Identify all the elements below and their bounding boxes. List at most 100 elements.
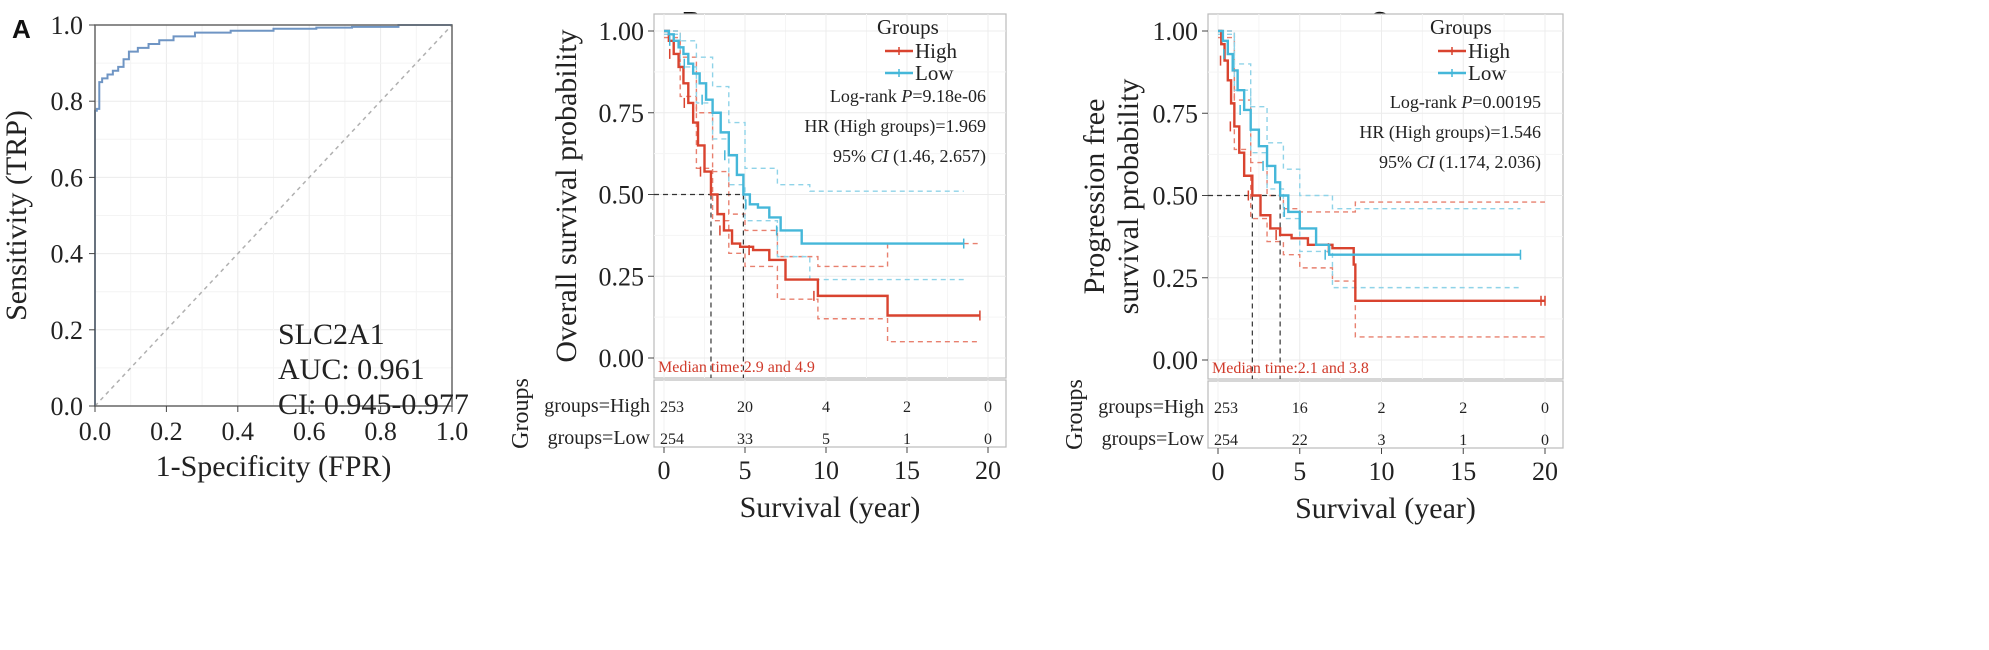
risk-row-label: groups=Low [548, 427, 651, 449]
y-tick-label: 0.4 [51, 240, 84, 269]
y-tick-label: 0.75 [1153, 99, 1199, 128]
y-axis-title: Progression free [1078, 99, 1111, 295]
x-tick-label: 0.0 [79, 417, 112, 446]
x-tick-label: 0.4 [222, 417, 255, 446]
y-axis-title: survival probability [1112, 79, 1145, 315]
risk-count: 1 [903, 431, 911, 448]
x-tick-label: 1.0 [436, 417, 469, 446]
confidence-band-high-ci-lower [664, 36, 980, 343]
median-time-label: Median time:2.1 and 3.8 [1212, 360, 1369, 377]
roc-panel: 0.0 0.2 0.4 0.6 0.8 1.0 0.0 0.2 0.4 0.6 0.8 1.0 1-Sp… [0, 11, 469, 483]
stats-line: Log-rank P=0.00195 [1390, 92, 1541, 112]
y-tick-label: 0.00 [1153, 346, 1199, 375]
risk-row-label: groups=High [1098, 396, 1204, 418]
y-axis-title: Overall survival probability [550, 29, 583, 362]
y-tick-label: 0.00 [599, 344, 645, 373]
risk-count: 0 [984, 431, 992, 448]
auc-annotation: AUC: 0.961 [278, 353, 425, 386]
confidence-band-high-ci-lower [1218, 36, 1545, 338]
x-tick-label: 5 [739, 456, 752, 485]
x-tick-label: 0 [658, 456, 671, 485]
y-tick-label: 0.50 [1153, 182, 1199, 211]
risk-table-title: Groups [508, 378, 534, 449]
stats-line: 95% CI (1.174, 2.036) [1379, 152, 1541, 173]
risk-count: 0 [1541, 432, 1549, 449]
stats-line: 95% CI (1.46, 2.657) [833, 146, 986, 167]
y-tick-label: 0.0 [51, 392, 84, 421]
x-tick-label: 0.6 [293, 417, 326, 446]
x-tick-label: 0 [1212, 457, 1225, 486]
risk-count: 2 [1378, 400, 1386, 417]
auc-annotation: SLC2A1 [278, 318, 385, 351]
x-tick-label: 0.2 [150, 417, 183, 446]
x-tick-label: 20 [975, 456, 1001, 485]
confidence-band-low-ci [664, 30, 964, 192]
x-tick-label: 15 [1450, 457, 1476, 486]
y-tick-label: 1.0 [51, 11, 84, 40]
survival-curve-high [664, 29, 980, 317]
x-axis-title: 1-Specificity (FPR) [156, 450, 392, 483]
x-tick-label: 0.8 [364, 417, 397, 446]
x-tick-label: 20 [1532, 457, 1558, 486]
roc-curve [94, 24, 452, 406]
risk-count: 33 [737, 431, 753, 448]
x-tick-label: 10 [1369, 457, 1395, 486]
y-tick-label: 0.2 [51, 316, 84, 345]
x-axis-title: Survival (year) [740, 491, 921, 524]
y-tick-label: 0.50 [599, 181, 645, 210]
x-tick-label: 10 [813, 456, 839, 485]
y-tick-label: 1.00 [599, 17, 645, 46]
risk-count: 1 [1459, 432, 1467, 449]
progression-free-panel: 0.00 0.25 0.50 0.75 1.00 Progression free surv… [1062, 13, 1564, 525]
y-tick-label: 0.75 [599, 99, 645, 128]
legend-item-low: Low [1468, 61, 1507, 85]
confidence-band-low-ci-lower [664, 33, 964, 281]
risk-row-label: groups=Low [1102, 428, 1205, 450]
survival-curve-high [1218, 29, 1545, 302]
y-tick-label: 0.8 [51, 87, 84, 116]
y-axis-title: Sensitivity (TRP) [0, 110, 33, 321]
risk-count: 2 [1459, 400, 1467, 417]
risk-count: 0 [984, 399, 992, 416]
y-tick-label: 1.00 [1153, 17, 1199, 46]
stats-line: HR (High groups)=1.546 [1359, 122, 1541, 143]
legend-title: Groups [1430, 15, 1492, 39]
x-tick-label: 15 [894, 456, 920, 485]
panel-label-a: A [12, 14, 31, 44]
survival-curve-low [1218, 29, 1521, 256]
risk-count: 253 [1214, 400, 1238, 417]
risk-count: 22 [1292, 432, 1308, 449]
risk-count: 254 [1214, 432, 1238, 449]
risk-count: 254 [660, 431, 684, 448]
overall-survival-panel: 0.00 0.25 0.50 0.75 1.00 Overall survival pro… [508, 13, 1007, 524]
auc-annotation: CI: 0.945-0.977 [278, 388, 469, 421]
x-tick-label: 5 [1293, 457, 1306, 486]
risk-count: 4 [822, 399, 830, 416]
risk-table-title: Groups [1062, 379, 1088, 450]
risk-table-frame [653, 379, 1007, 448]
risk-count: 3 [1378, 432, 1386, 449]
median-time-label: Median time:2.9 and 4.9 [658, 359, 815, 376]
plot-frame [94, 24, 453, 407]
survival-curve-low [664, 29, 964, 245]
legend-item-high: High [915, 39, 958, 63]
confidence-band-high-ci [664, 30, 980, 268]
legend-item-high: High [1468, 39, 1511, 63]
legend-item-low: Low [915, 61, 954, 85]
stats-line: HR (High groups)=1.969 [804, 116, 986, 137]
risk-count: 0 [1541, 400, 1549, 417]
risk-table-frame [1207, 380, 1564, 449]
reference-diagonal-line [94, 24, 453, 407]
y-tick-label: 0.25 [599, 262, 645, 291]
risk-count: 2 [903, 399, 911, 416]
y-tick-label: 0.25 [1153, 264, 1199, 293]
risk-count: 16 [1292, 400, 1308, 417]
risk-count: 5 [822, 431, 830, 448]
legend-title: Groups [877, 15, 939, 39]
risk-count: 253 [660, 399, 684, 416]
confidence-band-low-ci [1218, 30, 1521, 210]
y-tick-label: 0.6 [51, 163, 84, 192]
risk-count: 20 [737, 399, 753, 416]
stats-line: Log-rank P=9.18e-06 [830, 86, 986, 106]
